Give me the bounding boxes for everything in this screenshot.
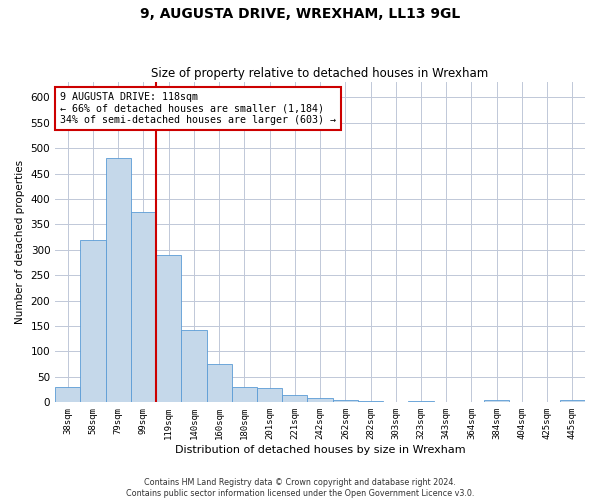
Bar [560,400,585,402]
Bar [484,400,509,402]
Bar [358,401,383,402]
X-axis label: Distribution of detached houses by size in Wrexham: Distribution of detached houses by size … [175,445,466,455]
Bar [131,212,156,402]
Bar [106,158,131,402]
Text: 9 AUGUSTA DRIVE: 118sqm
← 66% of detached houses are smaller (1,184)
34% of semi: 9 AUGUSTA DRIVE: 118sqm ← 66% of detache… [61,92,337,125]
Y-axis label: Number of detached properties: Number of detached properties [15,160,25,324]
Bar [156,255,181,402]
Bar [181,330,206,402]
Title: Size of property relative to detached houses in Wrexham: Size of property relative to detached ho… [151,66,489,80]
Text: 9, AUGUSTA DRIVE, WREXHAM, LL13 9GL: 9, AUGUSTA DRIVE, WREXHAM, LL13 9GL [140,8,460,22]
Bar [257,388,282,402]
Bar [282,394,307,402]
Bar [55,387,80,402]
Bar [332,400,358,402]
Bar [409,401,434,402]
Bar [232,387,257,402]
Bar [80,240,106,402]
Bar [206,364,232,403]
Bar [307,398,332,402]
Text: Contains HM Land Registry data © Crown copyright and database right 2024.
Contai: Contains HM Land Registry data © Crown c… [126,478,474,498]
